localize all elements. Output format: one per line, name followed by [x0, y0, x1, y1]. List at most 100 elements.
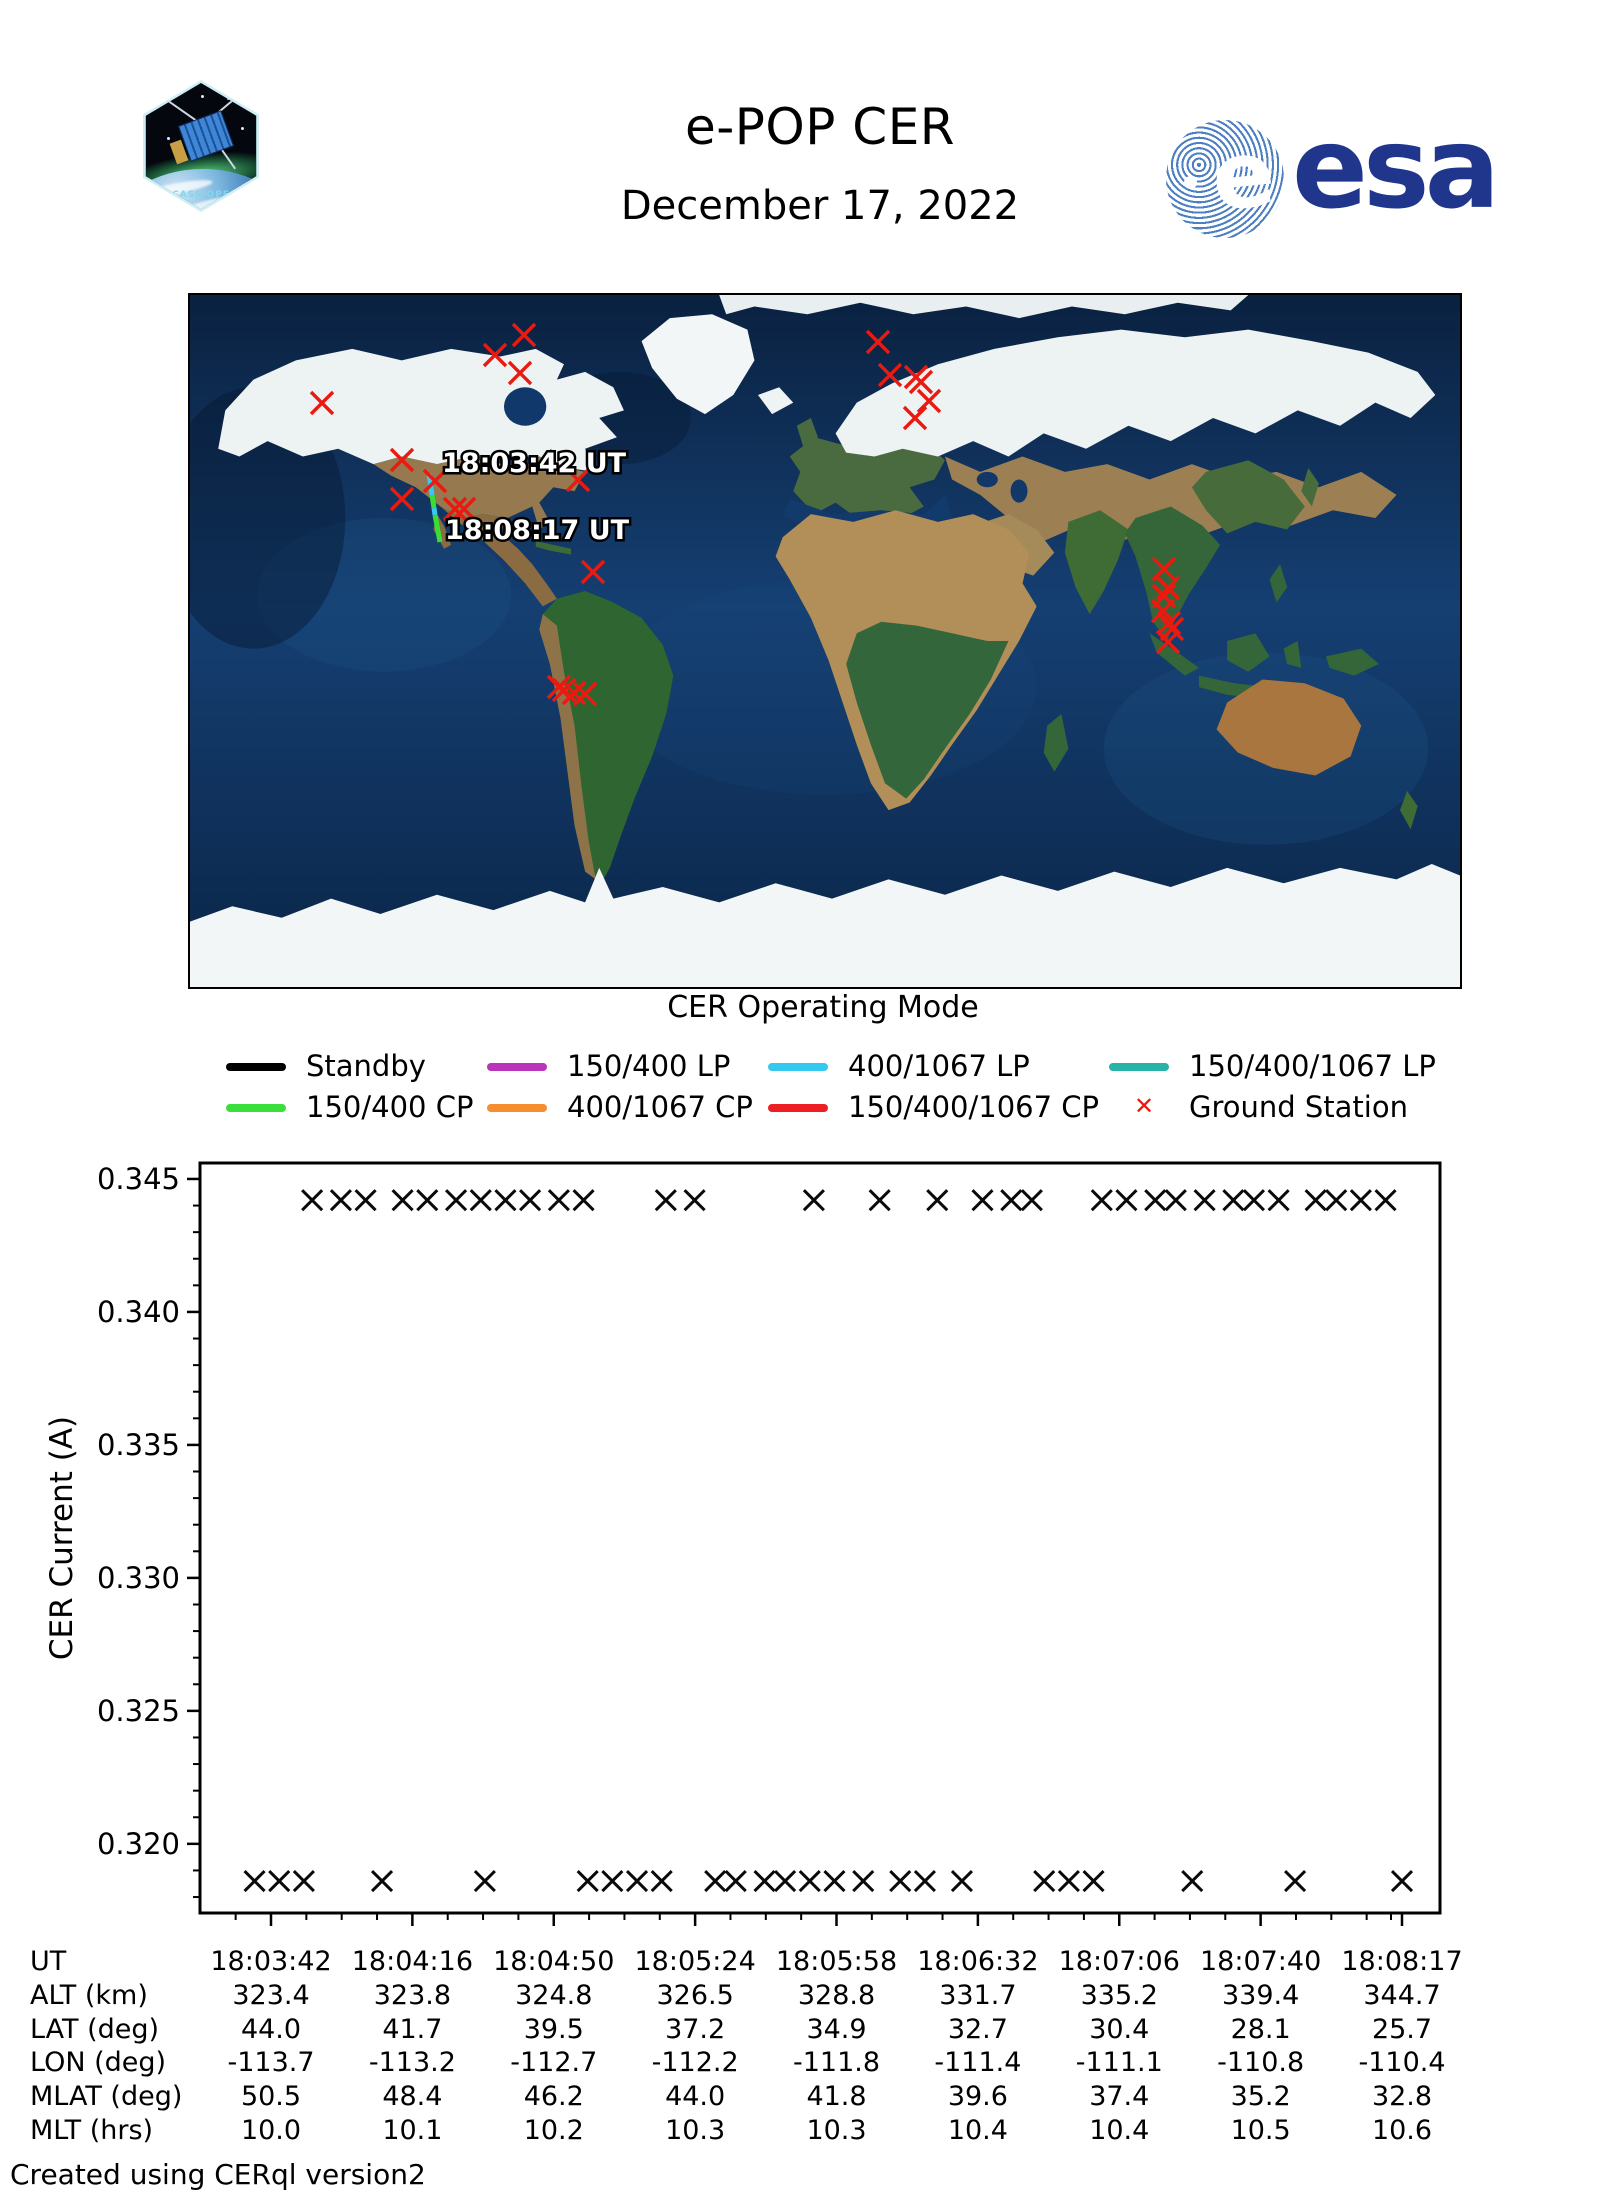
europe: [789, 433, 945, 518]
table-cell: 37.2: [665, 2014, 726, 2045]
data-point-marker: [1090, 1189, 1113, 1212]
data-point-marker: [445, 1189, 468, 1212]
data-point-marker: [473, 1870, 496, 1893]
esa-logo: e esa: [1166, 104, 1500, 242]
ground-station-marker: [877, 362, 903, 388]
data-point-marker: [852, 1870, 875, 1893]
data-point-marker: [1267, 1189, 1290, 1212]
table-cell: 10.4: [1089, 2115, 1150, 2146]
table-cell: 18:04:16: [351, 1946, 473, 1977]
table-cell: -111.1: [1075, 2047, 1163, 2078]
data-point-marker: [1000, 1189, 1023, 1212]
ground-station-marker: [511, 322, 537, 348]
table-cell: -111.8: [792, 2047, 881, 2078]
table-cell: 10.5: [1230, 2115, 1291, 2146]
australia: [1216, 679, 1362, 776]
ground-station-marker: [1155, 575, 1181, 601]
table-row-label: UT: [30, 1946, 67, 1977]
data-point-marker: [704, 1870, 727, 1893]
british-isles: [796, 418, 818, 449]
arctic-ice: [719, 295, 1249, 319]
table-cell: 10.6: [1371, 2115, 1433, 2146]
esa-globe-dot: [1184, 176, 1197, 189]
legend-swatch: [768, 1104, 828, 1112]
table-cell: 323.8: [373, 1980, 452, 2011]
star-dot: [241, 127, 244, 130]
ground-station-marker: [561, 680, 587, 706]
legend-label: 150/400/1067 LP: [1189, 1049, 1436, 1083]
ground-station-marker: [442, 496, 468, 522]
southeast-asia: [1124, 506, 1221, 641]
track-time-label: 18:08:17 UT: [445, 515, 630, 546]
data-point-marker: [1193, 1189, 1216, 1212]
esa-globe-icon: e: [1166, 120, 1284, 238]
ground-station-marker: [908, 369, 934, 395]
table-cell: 37.4: [1089, 2081, 1150, 2112]
data-point-marker: [913, 1870, 936, 1893]
star-dot: [201, 95, 204, 98]
data-point-marker: [268, 1870, 291, 1893]
data-point-marker: [971, 1189, 994, 1212]
great-lakes: [496, 454, 533, 467]
north-america-snow: [218, 348, 624, 472]
data-point-marker: [1222, 1189, 1245, 1212]
south-america: [542, 591, 674, 888]
y-tick-label: 0.330: [97, 1561, 180, 1595]
table-cell: 10.3: [806, 2115, 867, 2146]
madagascar: [1043, 714, 1069, 772]
data-point-marker: [547, 1189, 570, 1212]
data-point-marker: [1144, 1189, 1167, 1212]
data-point-marker: [1349, 1189, 1372, 1212]
data-point-marker: [1082, 1870, 1105, 1893]
cassiope-mission-logo: CASSIOPE: [138, 80, 264, 212]
table-cell: 41.7: [382, 2014, 443, 2045]
philippines: [1269, 564, 1288, 603]
data-point-marker: [1181, 1870, 1204, 1893]
footer-note: Created using CERql version2: [10, 2158, 426, 2191]
black-sea: [976, 471, 998, 488]
table-cell: 18:08:17: [1341, 1946, 1463, 1977]
table-cell: 28.1: [1230, 2014, 1291, 2045]
data-point-marker: [354, 1189, 377, 1212]
legend-swatch: [1109, 1063, 1169, 1071]
table-row-label: LAT (deg): [30, 2014, 160, 2045]
data-point-marker: [1115, 1189, 1138, 1212]
table-cell: 39.6: [947, 2081, 1008, 2112]
siberia-snow: [835, 329, 1436, 457]
sulawesi: [1283, 640, 1302, 668]
ground-station-marker: [309, 390, 335, 416]
plot-frame: [198, 1161, 1442, 1915]
table-cell: -112.2: [651, 2047, 739, 2078]
ground-station-marker: [865, 329, 891, 355]
greenland: [641, 314, 755, 415]
y-tick-label: 0.335: [97, 1428, 180, 1462]
data-point-marker: [292, 1870, 315, 1893]
data-point-marker: [370, 1870, 394, 1893]
table-cell: 44.0: [240, 2014, 302, 2045]
data-point-marker: [950, 1870, 973, 1893]
data-point-marker: [329, 1189, 352, 1212]
antarctica: [190, 863, 1460, 987]
data-point-marker: [1374, 1189, 1397, 1212]
ground-station-marker: [422, 468, 448, 494]
ground-station-marker: [1150, 598, 1176, 624]
legend-swatch: [768, 1063, 828, 1071]
legend-label: 150/400 LP: [567, 1049, 731, 1083]
satellite-track-segment: [432, 514, 443, 543]
data-point-marker: [301, 1189, 324, 1212]
table-cell: 18:07:06: [1058, 1946, 1180, 1977]
ground-station-marker: [565, 467, 591, 493]
table-cell: -112.7: [510, 2047, 598, 2078]
table-row-label: ALT (km): [30, 1980, 148, 2011]
data-point-marker: [798, 1870, 821, 1893]
data-point-marker: [1033, 1870, 1056, 1893]
data-point-marker: [1057, 1870, 1080, 1893]
caspian-sea: [1010, 479, 1028, 503]
table-cell: 35.2: [1230, 2081, 1291, 2112]
data-point-marker: [868, 1189, 891, 1212]
continents-layer: [190, 295, 1460, 987]
star-dot: [167, 137, 170, 140]
data-point-marker: [823, 1870, 846, 1893]
legend-label: Ground Station: [1189, 1090, 1408, 1124]
legend-label: 400/1067 LP: [848, 1049, 1030, 1083]
